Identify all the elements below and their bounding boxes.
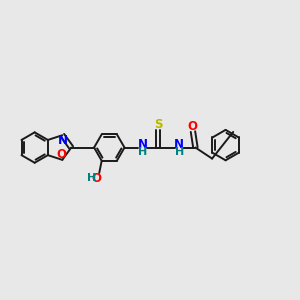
Text: O: O [91, 172, 101, 185]
Text: S: S [154, 118, 162, 131]
Text: O: O [187, 120, 197, 133]
Text: H: H [138, 147, 147, 157]
Text: N: N [174, 138, 184, 151]
Text: H: H [87, 173, 96, 183]
Text: H: H [175, 147, 184, 157]
Text: N: N [58, 134, 68, 147]
Text: O: O [56, 148, 66, 161]
Text: N: N [137, 138, 147, 151]
